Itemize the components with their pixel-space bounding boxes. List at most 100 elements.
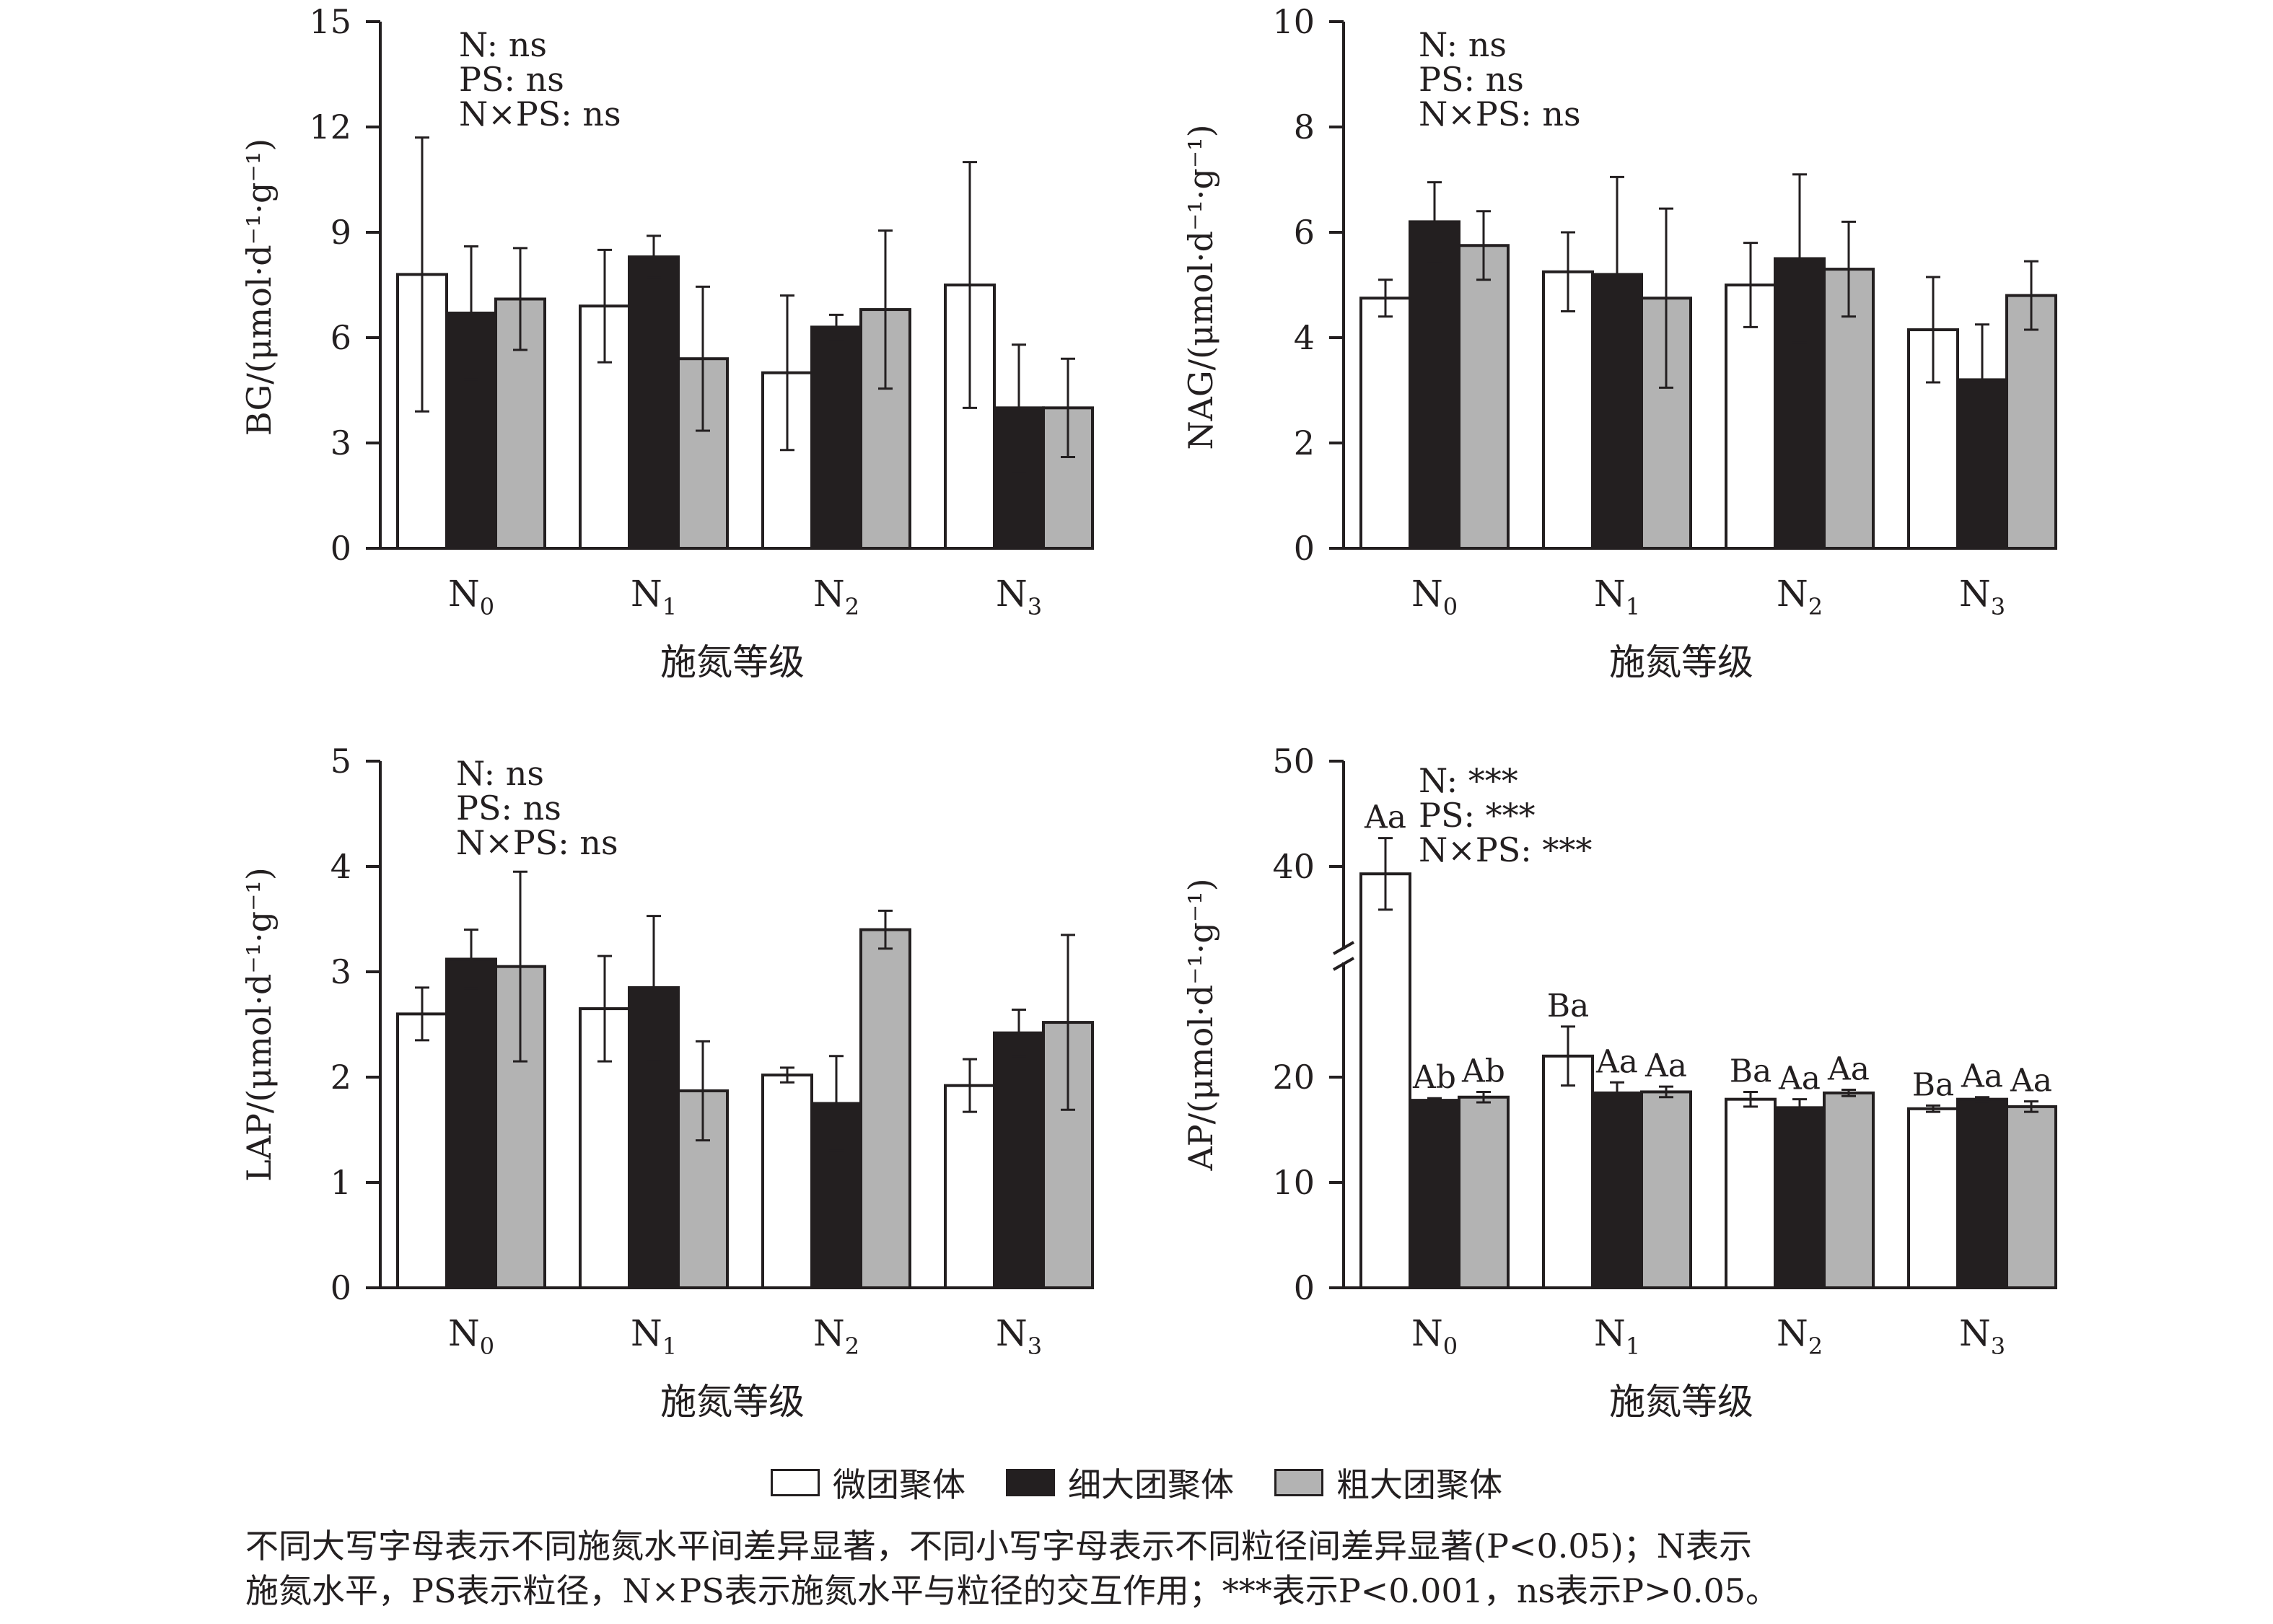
bar xyxy=(944,1084,996,1290)
data-label: Aa xyxy=(1961,1058,2003,1095)
category-label: N2 xyxy=(1777,573,1823,620)
x-axis-title: 施氮等级 xyxy=(660,641,805,683)
category-subscript: 2 xyxy=(1808,593,1823,620)
legend-item-coarse: 粗大团聚体 xyxy=(1274,1459,1502,1506)
bar xyxy=(810,325,862,550)
category-label: N2 xyxy=(813,573,859,620)
category-label: N2 xyxy=(1777,1312,1823,1360)
y-tick-label: 0 xyxy=(330,529,351,568)
category-label: N1 xyxy=(1594,573,1640,620)
stats-annotation: N: ns xyxy=(459,25,547,64)
y-axis-title: LAP/(μmol·d⁻¹·g⁻¹) xyxy=(240,867,279,1182)
category-label: N1 xyxy=(1594,1312,1640,1360)
legend: 微团聚体 细大团聚体 粗大团聚体 xyxy=(0,1457,2273,1508)
legend-swatch-micro xyxy=(771,1469,820,1496)
stats-annotation: N×PS: ns xyxy=(456,823,618,862)
y-tick-label: 4 xyxy=(1294,318,1315,357)
stats-annotation: PS: ns xyxy=(456,789,561,828)
bar xyxy=(1640,1090,1692,1289)
bar xyxy=(445,957,497,1289)
legend-swatch-coarse xyxy=(1274,1469,1323,1496)
y-tick-label: 6 xyxy=(1294,213,1315,252)
stats-annotation: N×PS: ns xyxy=(1419,95,1581,133)
bar xyxy=(677,357,729,550)
stats-annotation: N: *** xyxy=(1419,761,1518,800)
axis-break-mark-upper xyxy=(1333,941,1354,955)
axis-break-mark-lower xyxy=(1333,957,1354,971)
y-tick-label: 0 xyxy=(1294,1268,1315,1307)
category-label: N0 xyxy=(1411,1312,1458,1360)
stats-annotation: N×PS: *** xyxy=(1419,830,1592,869)
y-tick-label: 6 xyxy=(330,318,351,357)
data-label: Aa xyxy=(1595,1043,1638,1080)
bar xyxy=(1409,1099,1460,1289)
category-label: N1 xyxy=(631,1312,677,1360)
category-subscript: 3 xyxy=(1028,1333,1042,1360)
category-label: N0 xyxy=(448,1312,494,1360)
x-axis-title: 施氮等级 xyxy=(660,1381,805,1423)
y-axis-title: BG/(μmol·d⁻¹·g⁻¹) xyxy=(240,139,279,436)
y-tick-label: 15 xyxy=(309,2,351,41)
bar xyxy=(2005,294,2057,550)
data-label: Aa xyxy=(1827,1051,1870,1088)
legend-item-fine: 细大团聚体 xyxy=(1006,1459,1234,1506)
data-label: Aa xyxy=(1778,1061,1821,1097)
note-line-1: 不同大写字母表示不同施氮水平间差异显著，不同小写字母表示不同粒径间差异显著(P<… xyxy=(245,1527,1753,1566)
x-axis-title: 施氮等级 xyxy=(1609,1381,1753,1423)
category-subscript: 2 xyxy=(845,1333,859,1360)
y-tick-label: 12 xyxy=(309,107,351,146)
category-subscript: 1 xyxy=(662,593,677,620)
y-tick-label: 0 xyxy=(1294,529,1315,568)
stats-annotation: PS: *** xyxy=(1419,796,1536,835)
stats-annotation: PS: ns xyxy=(459,60,564,99)
data-label: Ab xyxy=(1412,1059,1456,1096)
bar xyxy=(1956,1097,2008,1290)
y-tick-label: 50 xyxy=(1272,742,1315,781)
bar xyxy=(1542,270,1594,550)
y-tick-label: 10 xyxy=(1272,1163,1315,1202)
legend-label-coarse: 粗大团聚体 xyxy=(1336,1465,1502,1504)
category-subscript: 0 xyxy=(480,1333,494,1360)
bar xyxy=(1907,1107,1959,1290)
legend-label-micro: 微团聚体 xyxy=(833,1465,965,1504)
category-subscript: 3 xyxy=(1028,593,1042,620)
bar xyxy=(993,1031,1045,1290)
note-line-2: 施氮水平，PS表示粒径，N×PS表示施氮水平与粒径的交互作用；***表示P<0.… xyxy=(245,1571,1779,1610)
y-tick-label: 40 xyxy=(1272,847,1315,886)
category-subscript: 0 xyxy=(480,593,494,620)
y-tick-label: 3 xyxy=(330,423,351,462)
y-tick-label: 3 xyxy=(330,952,351,991)
stats-annotation: PS: ns xyxy=(1419,60,1524,99)
bar xyxy=(494,297,546,550)
stats-annotation: N: ns xyxy=(1419,25,1507,64)
bar xyxy=(1823,1091,1875,1290)
y-tick-label: 1 xyxy=(330,1163,351,1202)
y-tick-label: 8 xyxy=(1294,107,1315,146)
category-label: N1 xyxy=(631,573,677,620)
category-label: N2 xyxy=(813,1312,859,1360)
bar xyxy=(1359,297,1411,550)
figure-note: 不同大写字母表示不同施氮水平间差异显著，不同小写字母表示不同粒径间差异显著(P<… xyxy=(245,1524,2035,1613)
bar xyxy=(1409,220,1460,550)
category-subscript: 1 xyxy=(662,1333,677,1360)
category-label: N3 xyxy=(1959,1312,2005,1360)
bar xyxy=(1542,1054,1594,1290)
bar xyxy=(1774,1106,1826,1289)
legend-swatch-fine xyxy=(1006,1469,1055,1496)
bar xyxy=(494,965,546,1289)
y-axis-title: AP/(μmol·d⁻¹·g⁻¹) xyxy=(1181,878,1220,1171)
category-subscript: 1 xyxy=(1626,593,1640,620)
stats-annotation: N×PS: ns xyxy=(459,95,621,133)
category-label: N0 xyxy=(1411,573,1458,620)
x-axis-title: 施氮等级 xyxy=(1609,641,1753,683)
bar xyxy=(1359,872,1411,1289)
bar xyxy=(1458,244,1510,550)
legend-label-fine: 细大团聚体 xyxy=(1068,1465,1234,1504)
data-label: Ba xyxy=(1547,988,1590,1024)
bar xyxy=(1458,1095,1510,1289)
y-tick-label: 0 xyxy=(330,1268,351,1307)
bar xyxy=(2005,1105,2057,1289)
